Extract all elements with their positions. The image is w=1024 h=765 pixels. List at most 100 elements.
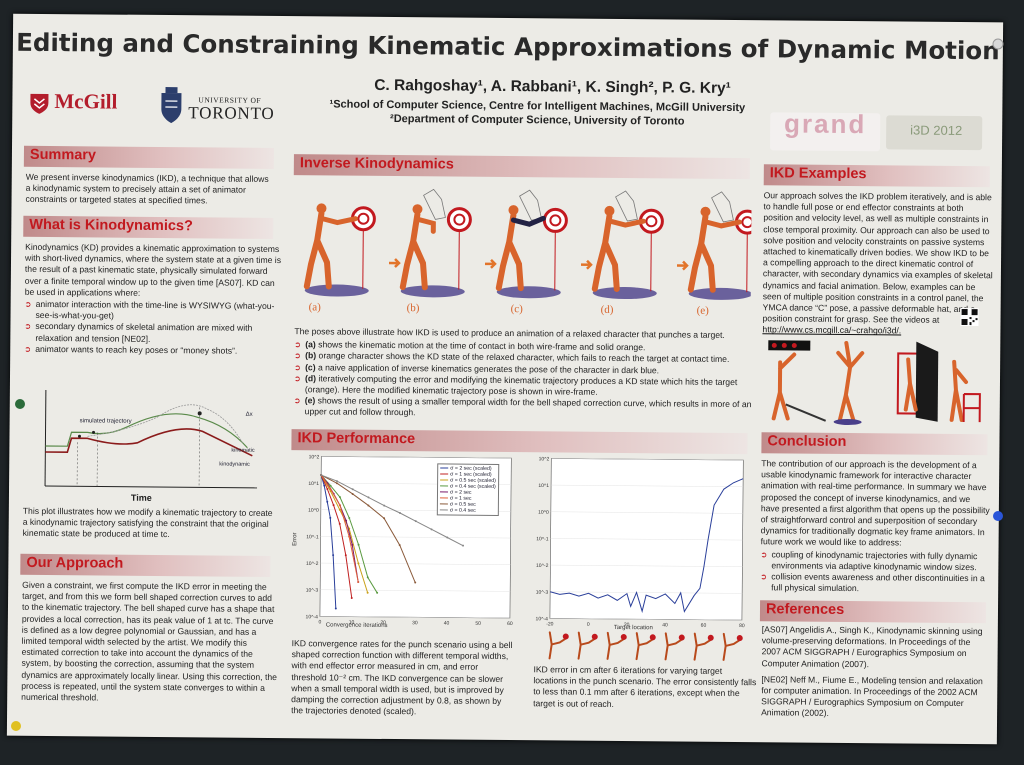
conclusion-text: The contribution of our approach is the …	[760, 458, 991, 595]
x-tick-label: 80	[739, 623, 745, 629]
mini-pose	[606, 631, 627, 660]
stick	[785, 403, 827, 422]
arm	[702, 219, 742, 229]
data-point	[329, 516, 332, 519]
data-point	[351, 488, 354, 491]
convergence-caption: IKD convergence rates for the punch scen…	[291, 638, 513, 717]
x-tick-label: 50	[475, 621, 481, 627]
y-tick-label: 10^-1	[536, 536, 549, 542]
example-grasp	[949, 359, 981, 423]
data-point	[366, 576, 369, 579]
i3d-logo: i3D 2012	[910, 122, 963, 138]
what-is-kd-header: What is Kinodynamics?	[23, 215, 274, 239]
data-point	[329, 484, 332, 487]
x-tick-label: 30	[412, 620, 418, 626]
head	[508, 205, 519, 216]
data-point	[338, 508, 341, 511]
shadow	[688, 287, 752, 300]
body	[903, 357, 918, 412]
series-line	[320, 474, 353, 599]
mini-body	[577, 631, 596, 660]
arm	[510, 215, 546, 227]
target-icon	[542, 207, 568, 233]
arrow-icon	[676, 260, 689, 271]
head	[700, 206, 711, 217]
target-stand	[458, 230, 460, 290]
target-ring	[357, 212, 370, 225]
kinematic-trajectory-plot	[44, 389, 258, 489]
shadow	[496, 286, 561, 299]
affiliation-2: ²Department of Computer Science, Univers…	[390, 112, 685, 128]
poster-title: Editing and Constraining Kinematic Appro…	[16, 27, 1000, 66]
mcgill-crest-icon	[30, 93, 49, 114]
pushpin-icon	[993, 511, 1003, 521]
x-tick-label: 10	[349, 620, 355, 626]
data-point	[332, 554, 335, 557]
poster: Editing and Constraining Kinematic Appro…	[6, 13, 1004, 745]
uoft-logo: TORONTO	[188, 103, 275, 123]
mini-pose	[635, 632, 656, 661]
mini-pose	[693, 632, 714, 661]
x-tick-label: 60	[507, 621, 513, 627]
pushpin-icon	[992, 38, 1004, 50]
series-line	[320, 474, 464, 547]
conv-xlabel: Convergence iterations	[325, 622, 388, 629]
conclusion-header: Conclusion	[761, 432, 988, 456]
character-pose	[399, 188, 497, 298]
data-point	[376, 591, 379, 594]
character-pose	[495, 189, 593, 299]
arrow-icon	[580, 259, 593, 270]
body	[495, 212, 524, 292]
target-poses-strip	[548, 631, 743, 661]
mini-target-icon	[562, 633, 569, 640]
data-point	[338, 496, 341, 499]
kd-bullet: secondary dynamics of skeletal animation…	[24, 321, 280, 346]
mini-target-icon	[620, 634, 627, 641]
mini-target-icon	[591, 633, 598, 640]
gridline	[320, 589, 511, 592]
target-ring	[645, 215, 658, 228]
shadow	[592, 287, 657, 300]
control-panel	[768, 340, 811, 351]
y-tick-label: 10^2	[539, 456, 550, 462]
wireframe-pose	[711, 191, 734, 223]
gridline	[550, 538, 743, 541]
gridline	[549, 618, 742, 621]
kd-bullet: animator interaction with the time-line …	[24, 299, 280, 324]
y-tick-label: 10^2	[309, 454, 320, 460]
mini-body	[548, 631, 567, 660]
target-ring	[549, 214, 562, 227]
data-point	[351, 543, 354, 546]
mini-body	[635, 632, 654, 661]
data-point	[345, 519, 348, 522]
data-point	[320, 474, 323, 477]
gridline	[320, 536, 511, 539]
data-point	[357, 562, 360, 565]
x-tick-label: 40	[662, 622, 668, 628]
summary-text: We present inverse kinodynamics (IKD), a…	[25, 171, 269, 206]
references-text: [AS07] Angelidis A., Singh K., Kinodynam…	[761, 624, 983, 719]
target-icon	[446, 207, 472, 233]
plot-caption: This plot illustrates how we modify a ki…	[22, 505, 273, 540]
character-pose	[591, 190, 689, 300]
shadow	[304, 284, 369, 297]
series-line	[550, 478, 744, 614]
kd-bullet: animator wants to reach key poses or “mo…	[24, 344, 280, 357]
arm	[606, 218, 646, 228]
mini-body	[606, 631, 625, 660]
y-tick-label: 10^-4	[306, 614, 319, 620]
wireframe-pose	[615, 190, 638, 222]
mini-body	[664, 632, 683, 661]
target-stand	[554, 231, 556, 291]
x-tick-label: 0	[587, 622, 590, 628]
data-point	[350, 597, 353, 600]
grand-logo: grand	[783, 108, 867, 140]
y-tick-label: 10^1	[538, 483, 549, 489]
data-point	[367, 504, 370, 507]
mini-pose	[664, 632, 685, 661]
conv-ylabel: Error	[292, 532, 299, 546]
ikd-bullet: (e) shows the result of using a smaller …	[294, 395, 754, 421]
target-ring	[741, 216, 752, 229]
fig-label-b: (b)	[406, 302, 420, 315]
data-point	[446, 536, 449, 539]
